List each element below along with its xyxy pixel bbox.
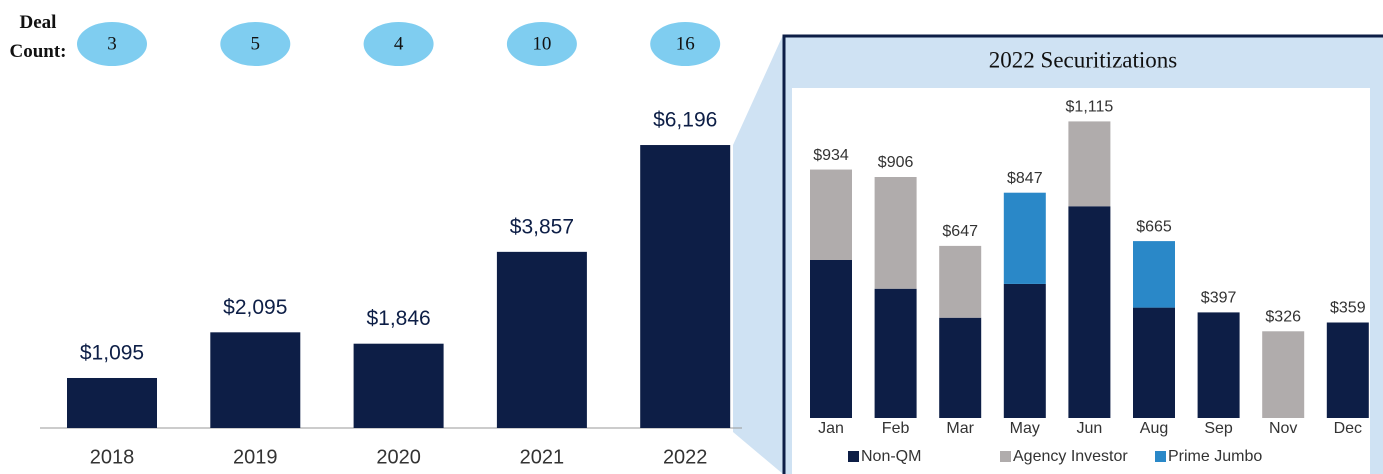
total-label: $906: [878, 154, 914, 171]
deal-count-bubble: [77, 22, 147, 66]
deal-count-bubble: [220, 22, 291, 66]
bar: [67, 377, 157, 428]
deal-count-bubble: [506, 22, 577, 66]
deal-count-bubble: [363, 22, 434, 66]
value-label: $1,846: [366, 307, 430, 330]
legend-label: Prime Jumbo: [1168, 448, 1262, 465]
bar-segment: [1068, 121, 1111, 207]
x-tick-label: Feb: [882, 420, 910, 437]
value-label: $6,196: [653, 109, 717, 132]
legend-label: Non-QM: [861, 448, 921, 465]
legend-swatch: [848, 451, 859, 462]
x-tick-label: 2020: [376, 446, 421, 468]
x-tick-label: 2018: [90, 446, 135, 468]
total-label: $359: [1330, 300, 1366, 317]
zoom-connector: [733, 35, 783, 474]
deal-count-label: Deal Count:: [9, 12, 67, 62]
x-tick-label: Sep: [1204, 420, 1233, 437]
bar-segment: [810, 169, 852, 260]
total-label: $326: [1265, 309, 1301, 326]
legend-swatch: [1155, 451, 1166, 462]
bar-segment: [939, 245, 982, 318]
deal-count-bubble: [650, 22, 721, 66]
total-label: $1,115: [1066, 99, 1114, 116]
x-tick-label: 2022: [663, 446, 708, 468]
panel-border: [782, 34, 1383, 474]
legend-label: Agency Investor: [1013, 448, 1128, 465]
deal-count: 3: [107, 33, 117, 54]
bar-segment: [1003, 192, 1046, 284]
x-tick-label: Nov: [1269, 420, 1297, 437]
total-label: $934: [813, 147, 849, 164]
x-tick-label: Dec: [1334, 420, 1362, 437]
bar-segment: [874, 288, 917, 418]
deal-count: 5: [251, 33, 261, 54]
value-label: $1,095: [80, 342, 144, 365]
bar-segment: [939, 317, 982, 418]
bar-segment: [1068, 206, 1111, 418]
x-tick-label: Mar: [946, 420, 974, 437]
bar-segment: [1003, 283, 1046, 418]
bar: [353, 343, 444, 428]
total-label: $847: [1007, 170, 1043, 187]
bar-segment: [810, 259, 852, 418]
value-label: $3,857: [510, 215, 574, 238]
bar: [496, 251, 587, 428]
deal-count: 4: [394, 33, 404, 54]
x-tick-label: May: [1010, 420, 1040, 437]
bar-segment: [1133, 307, 1175, 418]
value-label: $2,095: [223, 296, 287, 319]
x-tick-label: Jun: [1077, 420, 1103, 437]
bar-segment: [1197, 312, 1240, 418]
x-tick-label: Jan: [818, 420, 844, 437]
bar: [210, 332, 301, 428]
x-tick-label: 2019: [233, 446, 278, 468]
x-tick-label: 2021: [520, 446, 565, 468]
bar-segment: [1262, 331, 1305, 418]
bar-segment: [1133, 241, 1175, 308]
deal-count: 10: [532, 33, 551, 54]
bar-segment: [1326, 322, 1369, 418]
total-label: $647: [942, 223, 978, 240]
legend-swatch: [1000, 451, 1011, 462]
panel-title: 2022 Securitizations: [989, 47, 1177, 72]
total-label: $665: [1136, 218, 1172, 235]
bar-segment: [874, 177, 917, 289]
deal-count: 16: [676, 33, 695, 54]
total-label: $397: [1201, 290, 1237, 307]
x-tick-label: Aug: [1140, 420, 1168, 437]
bar: [640, 145, 731, 428]
